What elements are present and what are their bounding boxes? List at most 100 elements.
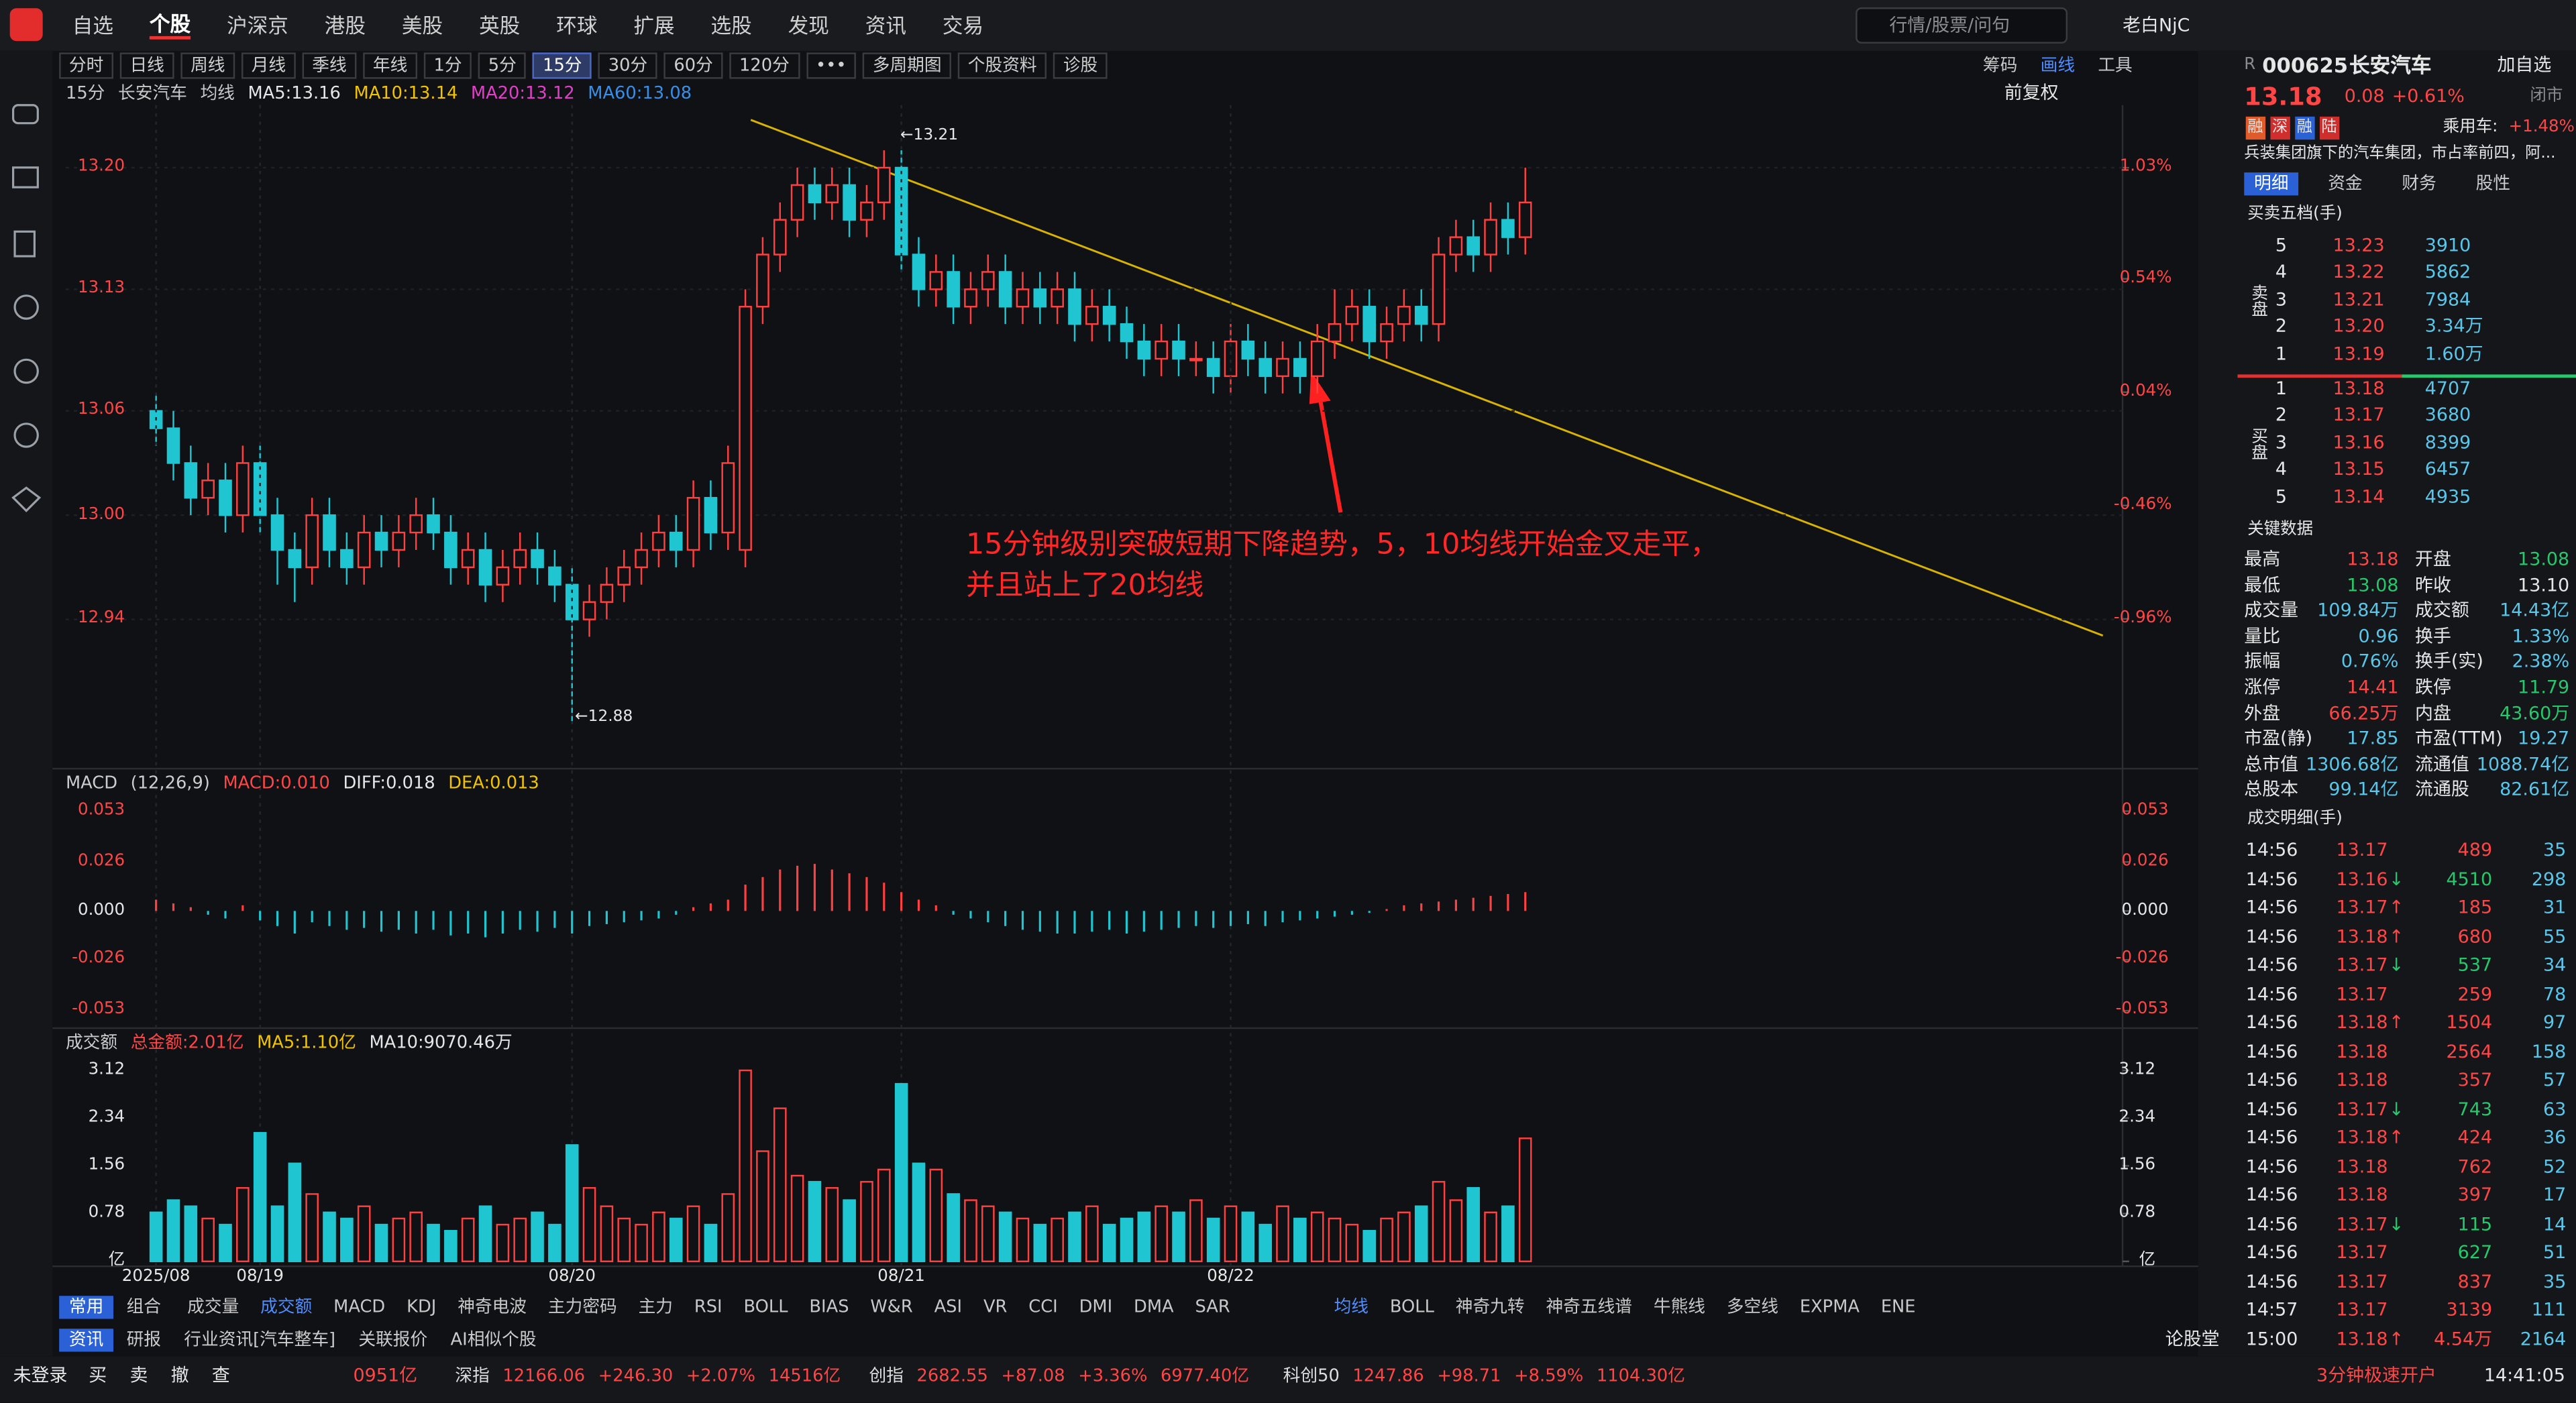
period-button[interactable]: 15分 <box>533 52 592 79</box>
overlay-tab[interactable]: 神奇九转 <box>1455 1297 1525 1318</box>
nav-item[interactable]: 美股 <box>401 13 443 38</box>
indicator-tab[interactable]: DMA <box>1134 1297 1174 1318</box>
ticker-field[interactable]: 12166.06 <box>502 1366 586 1386</box>
ticker-field[interactable]: 1104.30亿 <box>1596 1366 1686 1386</box>
ticker-field[interactable]: 6977.40亿 <box>1161 1366 1250 1386</box>
nav-item[interactable]: 选股 <box>710 13 752 38</box>
period-button[interactable]: 1分 <box>423 52 472 79</box>
ticker-field[interactable]: 深指 <box>455 1366 490 1386</box>
indicator-stat[interactable]: 成交额 <box>65 1033 118 1053</box>
period-button[interactable]: 个股资料 <box>958 52 1047 79</box>
indicator-stat[interactable]: DEA:0.013 <box>448 773 539 793</box>
overlay-tab[interactable]: 多空线 <box>1726 1297 1778 1318</box>
indicator-stat[interactable]: (12,26,9) <box>130 773 210 793</box>
quote-tab[interactable]: 明细 <box>2244 172 2299 196</box>
indicator-stat[interactable]: MA5:1.10亿 <box>257 1033 356 1053</box>
indicator-tab[interactable]: 神奇电波 <box>458 1297 527 1318</box>
tool-button[interactable]: 工具 <box>2098 56 2133 76</box>
indicator-tab[interactable]: 成交额 <box>260 1297 313 1318</box>
indicator-stat[interactable]: MACD <box>65 773 118 793</box>
indicator-tab[interactable]: 主力密码 <box>547 1297 617 1318</box>
group-tab[interactable]: 常用 <box>59 1296 113 1319</box>
legend-item[interactable]: 15分 <box>65 83 105 104</box>
info-tab[interactable]: AI相似个股 <box>450 1330 537 1351</box>
search-box[interactable] <box>1856 7 2068 44</box>
nav-item[interactable]: 发现 <box>788 13 829 38</box>
period-button[interactable]: 多周期图 <box>863 52 952 79</box>
forum-button[interactable]: 论股堂 <box>2165 1329 2220 1351</box>
tool-button[interactable]: 画线 <box>2040 56 2076 76</box>
indicator-tab[interactable]: RSI <box>694 1297 722 1318</box>
trade-action[interactable]: 撤 <box>170 1365 189 1386</box>
ticker-field[interactable]: 1247.86 <box>1352 1366 1424 1386</box>
ticker-field[interactable]: 科创50 <box>1283 1366 1340 1386</box>
indicator-tab[interactable]: 成交量 <box>187 1297 239 1318</box>
overlay-tab[interactable]: EXPMA <box>1799 1297 1860 1318</box>
sidebar-icons[interactable] <box>11 104 42 512</box>
tool-button[interactable]: 筹码 <box>1982 56 2018 76</box>
period-button[interactable]: 30分 <box>598 52 657 79</box>
period-button[interactable]: 分时 <box>59 52 113 79</box>
ticker-field[interactable]: +87.08 <box>1001 1366 1065 1386</box>
legend-item[interactable]: MA10:13.14 <box>354 83 458 104</box>
period-button[interactable]: 120分 <box>729 52 800 79</box>
ticker-field[interactable]: 2682.55 <box>916 1366 988 1386</box>
nav-item[interactable]: 交易 <box>942 13 984 38</box>
info-tab[interactable]: 研报 <box>126 1330 162 1351</box>
indicator-tab[interactable]: BOLL <box>743 1297 788 1318</box>
period-button[interactable]: ••• <box>806 52 857 79</box>
legend-item[interactable]: 长安汽车 <box>118 83 187 104</box>
indicator-tab[interactable]: VR <box>983 1297 1008 1318</box>
period-button[interactable]: 月线 <box>241 52 296 79</box>
overlay-tab[interactable]: 均线 <box>1334 1297 1369 1318</box>
period-button[interactable]: 年线 <box>363 52 418 79</box>
trade-action[interactable]: 卖 <box>129 1365 148 1386</box>
overlay-tab[interactable]: BOLL <box>1389 1297 1434 1318</box>
indicator-tab[interactable]: CCI <box>1028 1297 1058 1318</box>
ticker-field[interactable]: +3.36% <box>1078 1366 1148 1386</box>
nav-item[interactable]: 个股 <box>149 12 191 40</box>
ticker-field[interactable]: +8.59% <box>1514 1366 1584 1386</box>
ticker-field[interactable]: 创指 <box>869 1366 904 1386</box>
indicator-tab[interactable]: W&R <box>870 1297 913 1318</box>
period-button[interactable]: 5分 <box>478 52 527 79</box>
ticker-field[interactable]: +2.07% <box>686 1366 756 1386</box>
nav-item[interactable]: 资讯 <box>865 13 907 38</box>
indicator-tab[interactable]: DMI <box>1079 1297 1113 1318</box>
legend-item[interactable]: MA60:13.08 <box>588 83 692 104</box>
overlay-tab[interactable]: ENE <box>1880 1297 1916 1318</box>
ticker-field[interactable]: +246.30 <box>598 1366 674 1386</box>
period-button[interactable]: 日线 <box>119 52 174 79</box>
quote-tab[interactable]: 财务 <box>2402 174 2436 194</box>
nav-item[interactable]: 沪深京 <box>227 13 288 38</box>
group-tab[interactable]: 组合 <box>126 1297 162 1318</box>
promo-link[interactable]: 3分钟极速开户 <box>2316 1365 2436 1386</box>
nav-item[interactable]: 扩展 <box>633 13 675 38</box>
indicator-stat[interactable]: MACD:0.010 <box>223 773 330 793</box>
overlay-tab[interactable]: 牛熊线 <box>1653 1297 1706 1318</box>
indicator-stat[interactable]: 总金额:2.01亿 <box>130 1033 244 1053</box>
search-placeholder[interactable]: 行情/股票/问句 <box>1889 15 2010 36</box>
indicator-tab[interactable]: MACD <box>333 1297 386 1318</box>
nav-item[interactable]: 英股 <box>479 13 521 38</box>
legend-item[interactable]: 均线 <box>200 83 235 104</box>
logo[interactable] <box>9 8 43 42</box>
indicator-tab[interactable]: KDJ <box>407 1297 437 1318</box>
period-button[interactable]: 周线 <box>180 52 235 79</box>
indicator-stat[interactable]: MA10:9070.46万 <box>369 1033 513 1053</box>
quote-tab[interactable]: 资金 <box>2328 174 2363 194</box>
nav-item[interactable]: 港股 <box>324 13 366 38</box>
adjust-mode[interactable]: 前复权 <box>2004 82 2059 104</box>
indicator-tab[interactable]: BIAS <box>809 1297 849 1318</box>
quote-tab[interactable]: 股性 <box>2475 174 2511 194</box>
nav-item[interactable]: 环球 <box>556 13 598 38</box>
ticker-field[interactable]: +98.71 <box>1437 1366 1501 1386</box>
legend-item[interactable]: MA5:13.16 <box>248 83 341 104</box>
info-tab[interactable]: 资讯 <box>59 1329 113 1352</box>
period-button[interactable]: 季线 <box>302 52 357 79</box>
ticker-field[interactable]: 14516亿 <box>768 1366 841 1386</box>
legend-item[interactable]: MA20:13.12 <box>470 83 575 104</box>
indicator-tab[interactable]: SAR <box>1195 1297 1230 1318</box>
add-watchlist[interactable]: 加自选 <box>2497 54 2552 76</box>
indicator-tab[interactable]: 主力 <box>638 1297 674 1318</box>
